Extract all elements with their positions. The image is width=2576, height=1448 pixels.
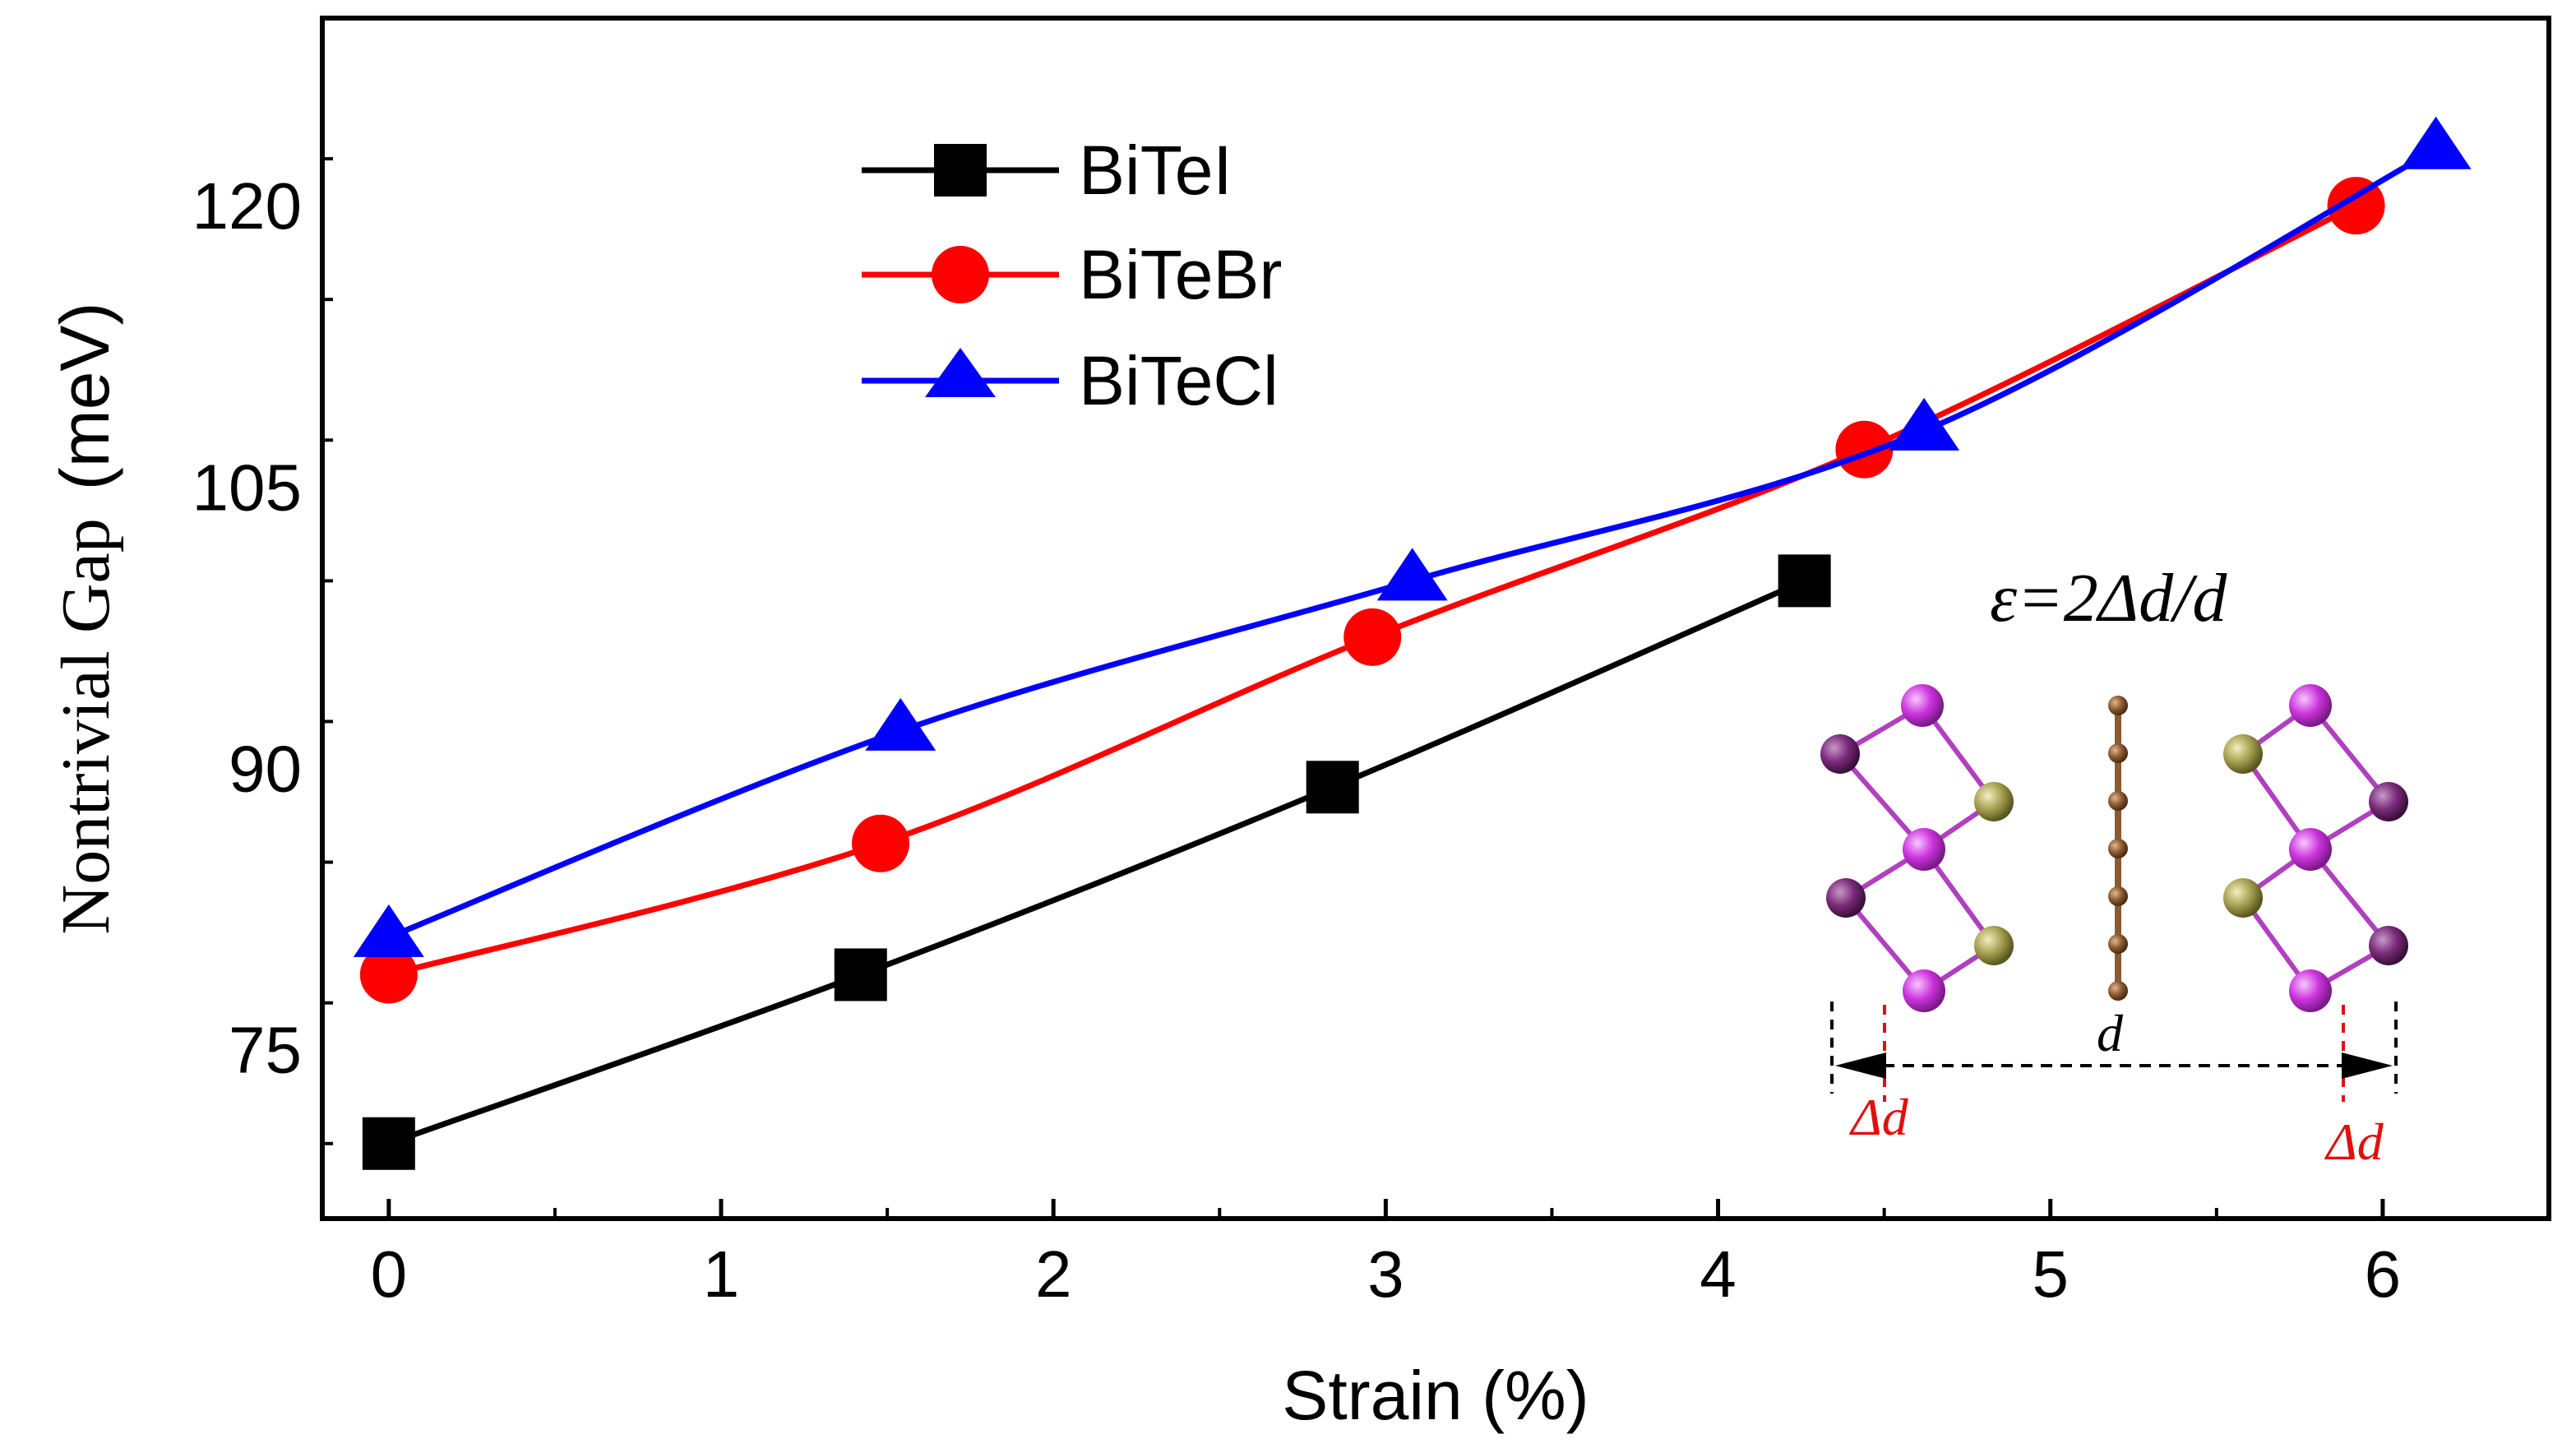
- x-tick-label: 2: [1035, 1238, 1072, 1311]
- data-point-bitei: [1778, 554, 1831, 608]
- arrow-right: [2342, 1052, 2393, 1079]
- y-tick-label: 120: [192, 169, 302, 243]
- carbon-chain-atoms: [2108, 696, 2128, 1001]
- x-tick-label: 6: [2365, 1238, 2402, 1311]
- data-point-bitecl: [1889, 397, 1960, 451]
- x-tick-label: 1: [703, 1238, 740, 1311]
- data-point-bitecl: [2400, 116, 2472, 169]
- atom-te: [1826, 878, 1866, 918]
- legend-item-bitebr: BiTeBr: [862, 236, 1282, 313]
- legend: BiTeI BiTeBr BiTeCl: [862, 132, 1282, 419]
- y-tick-label: 75: [229, 1014, 302, 1087]
- atom-te: [1820, 734, 1860, 774]
- data-point-bitebr: [852, 814, 910, 872]
- d-label: d: [2097, 1004, 2124, 1062]
- x-tick-label: 0: [371, 1238, 408, 1311]
- x-tick-label: 4: [1700, 1238, 1737, 1311]
- atom-x: [1974, 782, 2014, 821]
- atom-bi: [1903, 969, 1945, 1012]
- legend-marker-square: [934, 144, 987, 197]
- atom-te: [2369, 926, 2408, 965]
- atom-te: [2369, 782, 2408, 821]
- series-bitei: [362, 554, 1831, 1170]
- y-axis-title-main: Nontrivial Gap: [48, 518, 124, 934]
- atom-x: [2223, 734, 2263, 774]
- atom-bi: [1903, 828, 1945, 871]
- series-line-bitei: [387, 578, 1806, 1147]
- data-point-bitecl: [1376, 548, 1448, 601]
- legend-marker-circle: [932, 246, 989, 303]
- atom-x: [1974, 926, 2014, 965]
- data-point-bitei: [362, 1117, 415, 1170]
- data-point-bitebr: [1343, 608, 1402, 666]
- data-point-bitebr: [2327, 177, 2385, 235]
- delta-d-left-label: Δd: [1848, 1088, 1909, 1146]
- strain-formula: ε=2Δd/d: [1990, 560, 2227, 636]
- series-bitebr: [359, 177, 2385, 1004]
- series-line-bitecl: [387, 146, 2438, 941]
- atom-x: [2223, 878, 2263, 918]
- legend-label-bitei: BiTeI: [1079, 132, 1233, 209]
- x-axis: 0 1 2 3 4 5 6: [371, 1199, 2402, 1311]
- series-layer: [353, 116, 2472, 1170]
- legend-marker-triangle: [925, 348, 996, 397]
- dimension-lines: [1830, 1002, 2398, 1102]
- x-axis-title: Strain (%): [1282, 1357, 1589, 1434]
- legend-label-bitecl: BiTeCl: [1079, 342, 1279, 419]
- y-axis-title: Nontrivial Gap (meV): [46, 303, 124, 935]
- data-point-bitei: [1306, 761, 1359, 814]
- y-axis: 75 90 105 120: [192, 157, 333, 1145]
- series-bitecl: [353, 116, 2472, 957]
- y-tick-label: 105: [192, 451, 302, 524]
- data-point-bitebr: [359, 946, 418, 1004]
- data-point-bitecl: [353, 904, 424, 957]
- svg-text:Nontrivial Gap (meV): Nontrivial Gap (meV): [46, 303, 124, 935]
- delta-d-right-label: Δd: [2324, 1113, 2384, 1171]
- atom-bi: [2289, 828, 2332, 871]
- atom-bi: [2289, 684, 2332, 727]
- legend-label-bitebr: BiTeBr: [1079, 236, 1282, 313]
- arrow-left: [1835, 1052, 1886, 1079]
- x-tick-label: 5: [2032, 1238, 2069, 1311]
- data-point-bitecl: [865, 697, 937, 751]
- x-tick-label: 3: [1367, 1238, 1404, 1311]
- y-axis-title-unit: (meV): [46, 303, 123, 491]
- legend-item-betecl: BiTeCl: [862, 342, 1279, 419]
- data-point-bitebr: [1835, 420, 1894, 479]
- y-tick-label: 90: [229, 733, 302, 806]
- plot-frame: [320, 16, 2551, 1221]
- atom-bi: [2289, 969, 2332, 1012]
- atom-bi: [1901, 684, 1944, 727]
- legend-item-bitei: BiTeI: [862, 132, 1233, 209]
- crystal-structure-inset: d Δd Δd: [1820, 684, 2408, 1171]
- data-point-bitei: [834, 948, 887, 1002]
